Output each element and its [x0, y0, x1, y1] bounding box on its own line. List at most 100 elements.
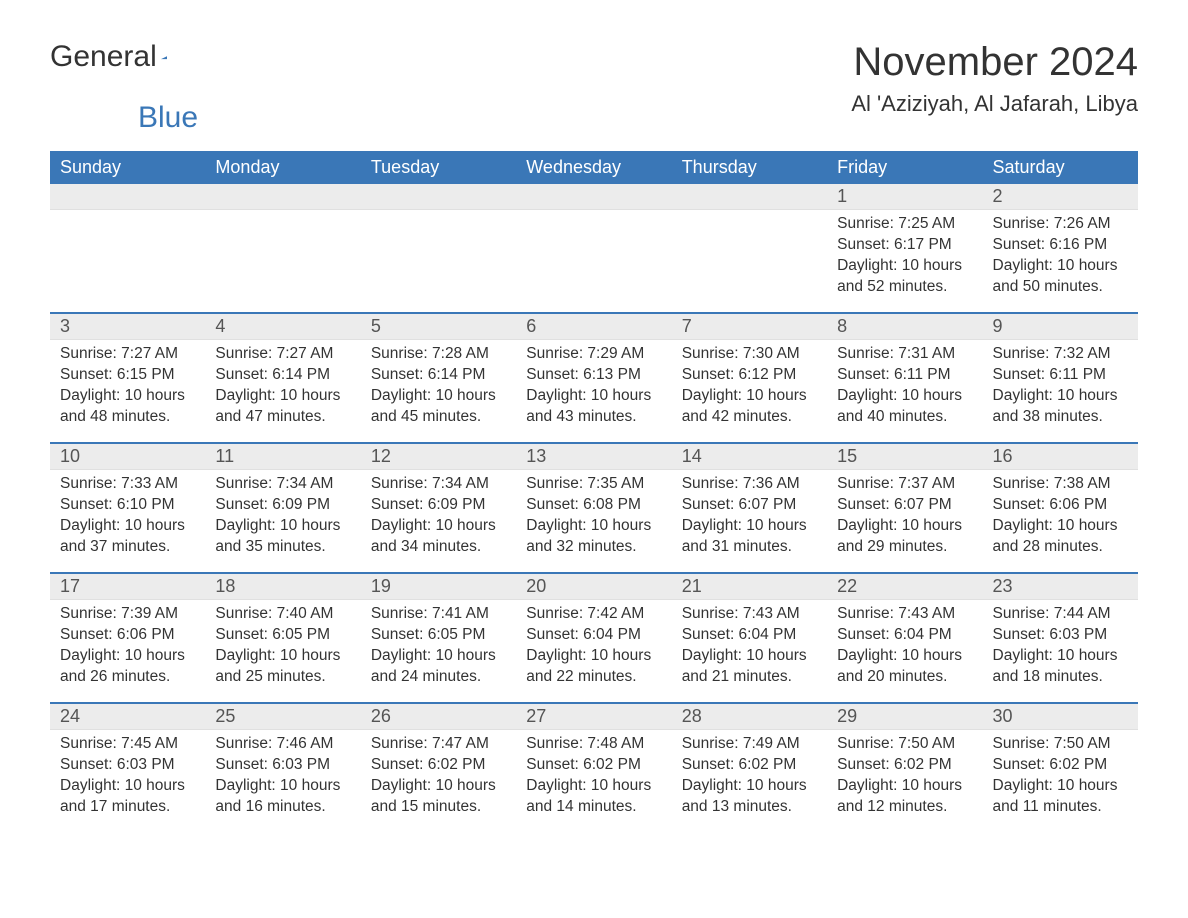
sunrise-line: Sunrise: 7:32 AM: [993, 344, 1128, 365]
sunset-line: Sunset: 6:03 PM: [993, 625, 1128, 646]
calendar: SundayMondayTuesdayWednesdayThursdayFrid…: [50, 151, 1138, 832]
day-number: 5: [361, 314, 516, 340]
sunrise-line: Sunrise: 7:34 AM: [371, 474, 506, 495]
sunset-line: Sunset: 6:07 PM: [682, 495, 817, 516]
day-info: Sunrise: 7:50 AMSunset: 6:02 PMDaylight:…: [983, 730, 1138, 826]
day-number: 26: [361, 704, 516, 730]
day-cell: [205, 184, 360, 312]
day-cell: [672, 184, 827, 312]
sunset-line: Sunset: 6:08 PM: [526, 495, 661, 516]
day-info: Sunrise: 7:26 AMSunset: 6:16 PMDaylight:…: [983, 210, 1138, 306]
day-info: Sunrise: 7:40 AMSunset: 6:05 PMDaylight:…: [205, 600, 360, 696]
day-number: 6: [516, 314, 671, 340]
day-number: 9: [983, 314, 1138, 340]
day-cell: 18Sunrise: 7:40 AMSunset: 6:05 PMDayligh…: [205, 574, 360, 702]
day-number: 17: [50, 574, 205, 600]
sunrise-line: Sunrise: 7:25 AM: [837, 214, 972, 235]
sunrise-line: Sunrise: 7:26 AM: [993, 214, 1128, 235]
day-number: 20: [516, 574, 671, 600]
sunset-line: Sunset: 6:02 PM: [837, 755, 972, 776]
day-number: 2: [983, 184, 1138, 210]
week-row: 17Sunrise: 7:39 AMSunset: 6:06 PMDayligh…: [50, 572, 1138, 702]
day-cell: 5Sunrise: 7:28 AMSunset: 6:14 PMDaylight…: [361, 314, 516, 442]
weekday-header-row: SundayMondayTuesdayWednesdayThursdayFrid…: [50, 151, 1138, 184]
day-cell: 17Sunrise: 7:39 AMSunset: 6:06 PMDayligh…: [50, 574, 205, 702]
daylight-line: Daylight: 10 hours and 26 minutes.: [60, 646, 195, 688]
weekday-header: Sunday: [50, 151, 205, 184]
day-info: Sunrise: 7:27 AMSunset: 6:14 PMDaylight:…: [205, 340, 360, 436]
sunrise-line: Sunrise: 7:41 AM: [371, 604, 506, 625]
sunset-line: Sunset: 6:02 PM: [371, 755, 506, 776]
sunset-line: Sunset: 6:04 PM: [837, 625, 972, 646]
week-row: 3Sunrise: 7:27 AMSunset: 6:15 PMDaylight…: [50, 312, 1138, 442]
sunset-line: Sunset: 6:02 PM: [526, 755, 661, 776]
daylight-line: Daylight: 10 hours and 37 minutes.: [60, 516, 195, 558]
daylight-line: Daylight: 10 hours and 17 minutes.: [60, 776, 195, 818]
day-number: 1: [827, 184, 982, 210]
day-number: 12: [361, 444, 516, 470]
sunset-line: Sunset: 6:06 PM: [60, 625, 195, 646]
daylight-line: Daylight: 10 hours and 48 minutes.: [60, 386, 195, 428]
sunrise-line: Sunrise: 7:47 AM: [371, 734, 506, 755]
daylight-line: Daylight: 10 hours and 52 minutes.: [837, 256, 972, 298]
day-number: [672, 184, 827, 210]
sunrise-line: Sunrise: 7:37 AM: [837, 474, 972, 495]
day-info: Sunrise: 7:25 AMSunset: 6:17 PMDaylight:…: [827, 210, 982, 306]
daylight-line: Daylight: 10 hours and 16 minutes.: [215, 776, 350, 818]
weeks-container: 1Sunrise: 7:25 AMSunset: 6:17 PMDaylight…: [50, 184, 1138, 832]
day-info: Sunrise: 7:44 AMSunset: 6:03 PMDaylight:…: [983, 600, 1138, 696]
daylight-line: Daylight: 10 hours and 25 minutes.: [215, 646, 350, 688]
sunset-line: Sunset: 6:17 PM: [837, 235, 972, 256]
weekday-header: Monday: [205, 151, 360, 184]
day-cell: 24Sunrise: 7:45 AMSunset: 6:03 PMDayligh…: [50, 704, 205, 832]
day-number: 19: [361, 574, 516, 600]
day-info: Sunrise: 7:50 AMSunset: 6:02 PMDaylight:…: [827, 730, 982, 826]
day-number: 4: [205, 314, 360, 340]
daylight-line: Daylight: 10 hours and 34 minutes.: [371, 516, 506, 558]
day-number: 25: [205, 704, 360, 730]
weekday-header: Friday: [827, 151, 982, 184]
sunrise-line: Sunrise: 7:45 AM: [60, 734, 195, 755]
day-cell: 1Sunrise: 7:25 AMSunset: 6:17 PMDaylight…: [827, 184, 982, 312]
day-cell: 13Sunrise: 7:35 AMSunset: 6:08 PMDayligh…: [516, 444, 671, 572]
day-number: 15: [827, 444, 982, 470]
day-cell: 27Sunrise: 7:48 AMSunset: 6:02 PMDayligh…: [516, 704, 671, 832]
day-cell: [516, 184, 671, 312]
sunrise-line: Sunrise: 7:49 AM: [682, 734, 817, 755]
sunrise-line: Sunrise: 7:50 AM: [993, 734, 1128, 755]
day-cell: [361, 184, 516, 312]
daylight-line: Daylight: 10 hours and 32 minutes.: [526, 516, 661, 558]
daylight-line: Daylight: 10 hours and 24 minutes.: [371, 646, 506, 688]
day-info: Sunrise: 7:46 AMSunset: 6:03 PMDaylight:…: [205, 730, 360, 826]
day-info: Sunrise: 7:48 AMSunset: 6:02 PMDaylight:…: [516, 730, 671, 826]
sunrise-line: Sunrise: 7:36 AM: [682, 474, 817, 495]
sunset-line: Sunset: 6:12 PM: [682, 365, 817, 386]
sunrise-line: Sunrise: 7:42 AM: [526, 604, 661, 625]
day-info: Sunrise: 7:27 AMSunset: 6:15 PMDaylight:…: [50, 340, 205, 436]
day-info: Sunrise: 7:34 AMSunset: 6:09 PMDaylight:…: [205, 470, 360, 566]
sunset-line: Sunset: 6:03 PM: [215, 755, 350, 776]
day-number: 16: [983, 444, 1138, 470]
sunset-line: Sunset: 6:11 PM: [993, 365, 1128, 386]
sunrise-line: Sunrise: 7:35 AM: [526, 474, 661, 495]
sunrise-line: Sunrise: 7:43 AM: [682, 604, 817, 625]
sunset-line: Sunset: 6:02 PM: [993, 755, 1128, 776]
day-cell: 15Sunrise: 7:37 AMSunset: 6:07 PMDayligh…: [827, 444, 982, 572]
weekday-header: Tuesday: [361, 151, 516, 184]
daylight-line: Daylight: 10 hours and 42 minutes.: [682, 386, 817, 428]
day-info: Sunrise: 7:49 AMSunset: 6:02 PMDaylight:…: [672, 730, 827, 826]
day-cell: 21Sunrise: 7:43 AMSunset: 6:04 PMDayligh…: [672, 574, 827, 702]
daylight-line: Daylight: 10 hours and 29 minutes.: [837, 516, 972, 558]
day-cell: 20Sunrise: 7:42 AMSunset: 6:04 PMDayligh…: [516, 574, 671, 702]
brand-flag-icon: [161, 46, 167, 68]
day-cell: 3Sunrise: 7:27 AMSunset: 6:15 PMDaylight…: [50, 314, 205, 442]
sunrise-line: Sunrise: 7:34 AM: [215, 474, 350, 495]
day-cell: 12Sunrise: 7:34 AMSunset: 6:09 PMDayligh…: [361, 444, 516, 572]
daylight-line: Daylight: 10 hours and 38 minutes.: [993, 386, 1128, 428]
day-cell: 28Sunrise: 7:49 AMSunset: 6:02 PMDayligh…: [672, 704, 827, 832]
day-number: 29: [827, 704, 982, 730]
sunset-line: Sunset: 6:02 PM: [682, 755, 817, 776]
day-cell: [50, 184, 205, 312]
sunset-line: Sunset: 6:09 PM: [215, 495, 350, 516]
day-cell: 25Sunrise: 7:46 AMSunset: 6:03 PMDayligh…: [205, 704, 360, 832]
